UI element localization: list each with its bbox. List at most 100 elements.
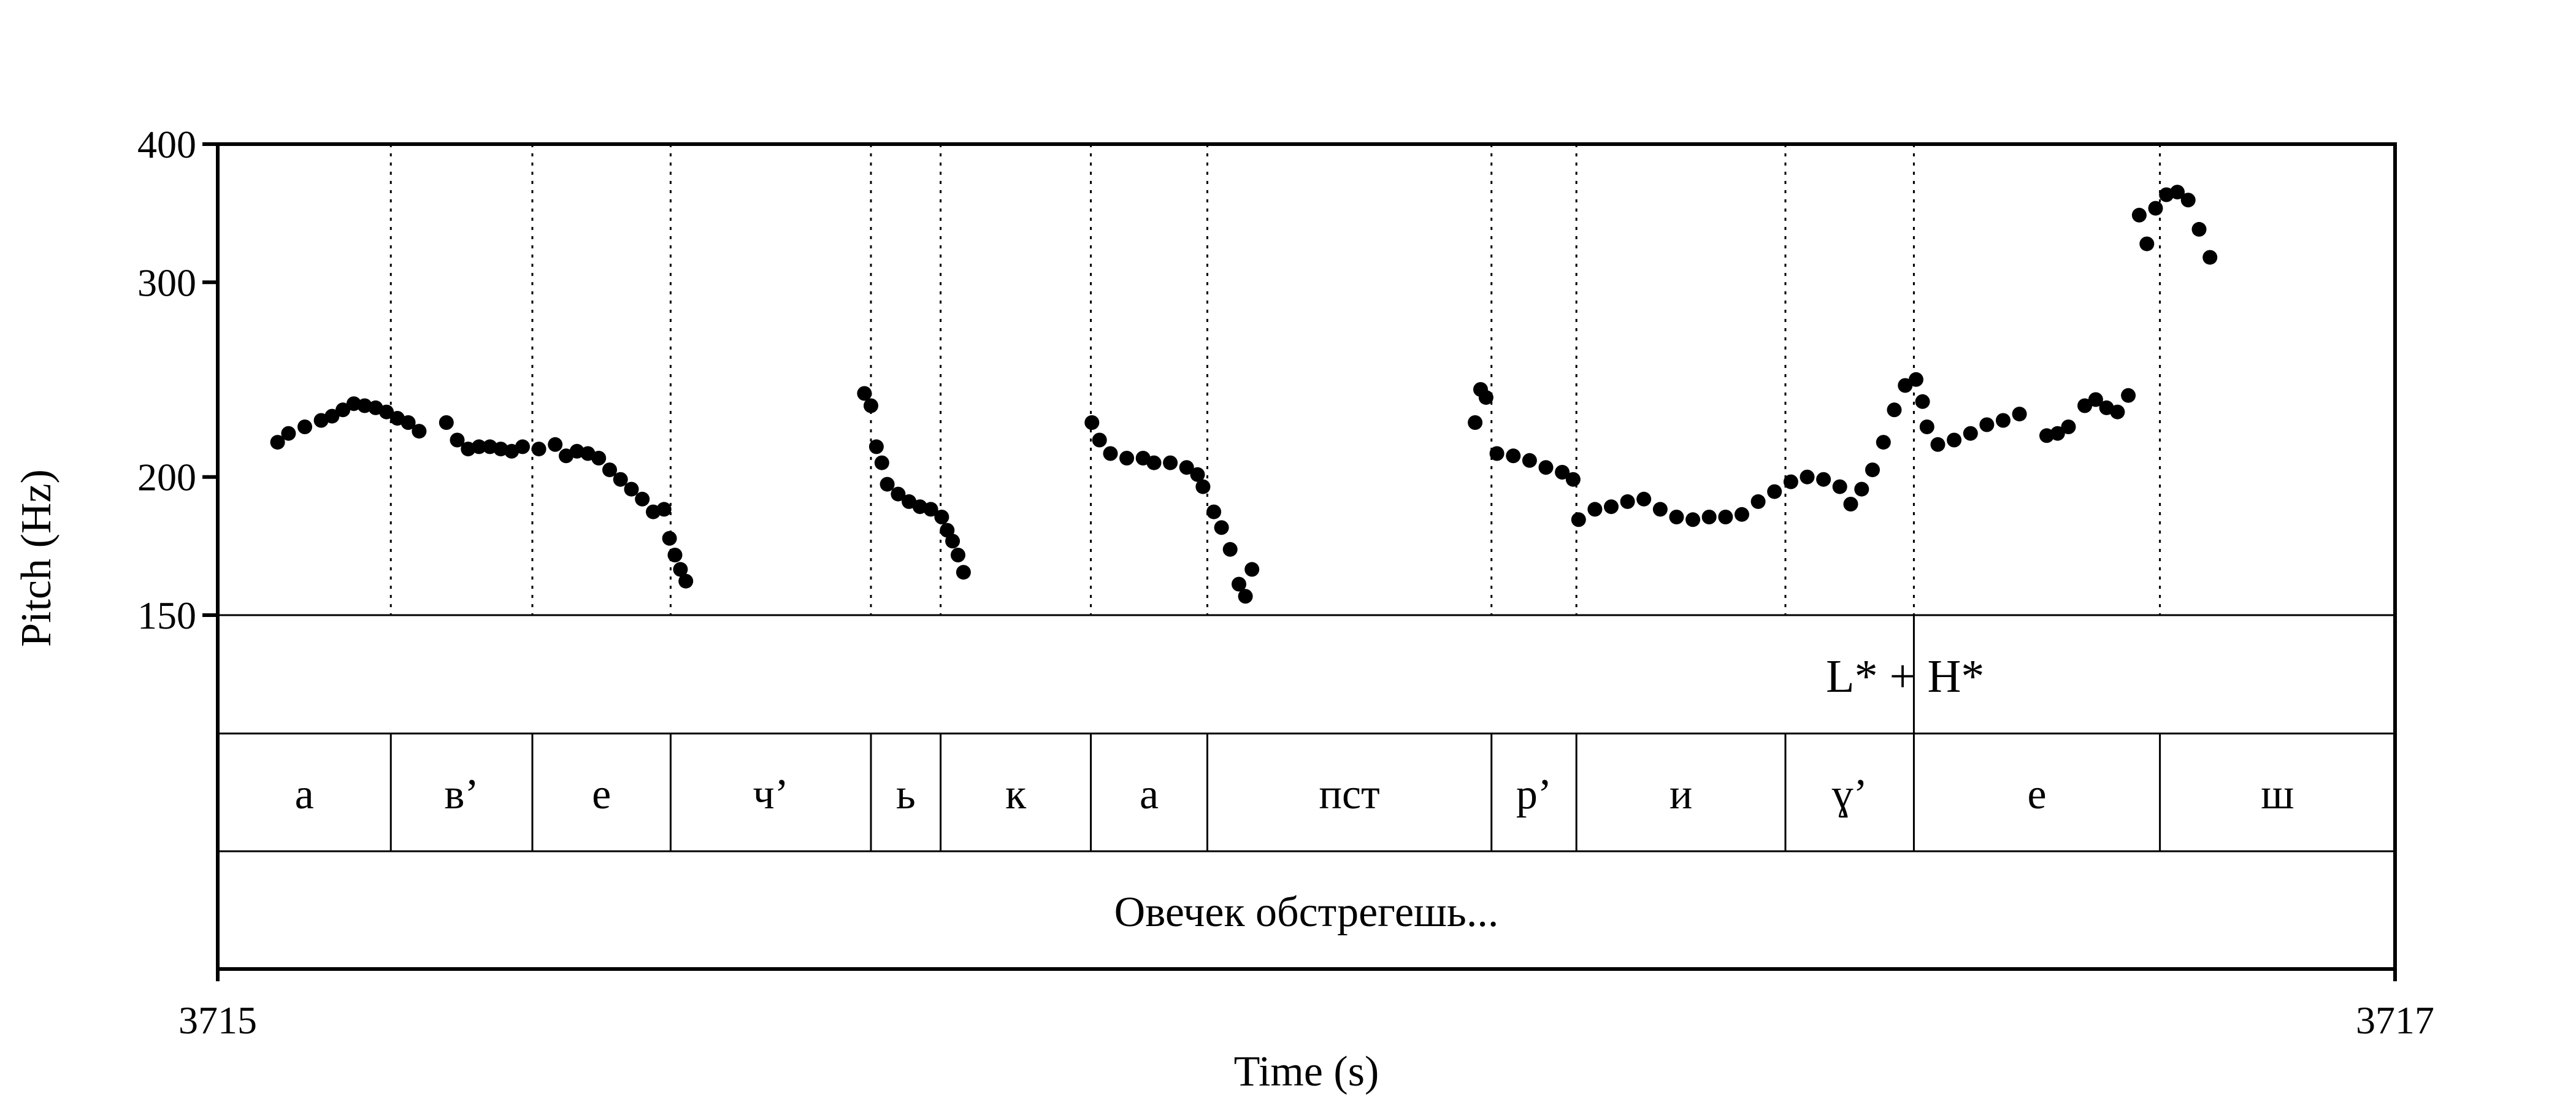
pitch-point [602, 462, 617, 478]
pitch-point [1909, 372, 1923, 387]
y-axis: 400 300 200 150 [137, 123, 218, 637]
pitch-point [1103, 446, 1118, 461]
chart-frame [216, 142, 2397, 971]
pitch-point [1919, 419, 1934, 434]
segment-label: e [2027, 771, 2046, 818]
pitch-point [2180, 193, 2196, 208]
pitch-point [1832, 479, 1847, 494]
pitch-point [1146, 455, 1162, 470]
pitch-point [1947, 432, 1962, 448]
pitch-point [656, 502, 672, 517]
pitch-point [357, 398, 372, 413]
segment-label: пст [1319, 771, 1380, 818]
pitch-point [412, 424, 427, 439]
pitch-point [297, 419, 312, 434]
pitch-point [2121, 388, 2136, 403]
segment-label: р’ [1516, 771, 1552, 818]
pitch-point [1800, 469, 1815, 485]
pitch-point [956, 565, 971, 580]
pitch-point [2202, 250, 2218, 265]
segment-label: a [295, 771, 314, 818]
segment-boundaries [389, 144, 2161, 615]
pitch-point [874, 455, 889, 470]
pitch-point [1522, 453, 1537, 468]
pitch-point [2050, 426, 2065, 441]
pitch-point [324, 408, 340, 424]
pitch-point [2131, 207, 2147, 223]
pitch-point [1565, 472, 1581, 487]
pitch-point [667, 548, 683, 562]
pitch-point [1876, 435, 1891, 450]
pitch-point [1571, 512, 1586, 527]
pitch-point [2170, 185, 2185, 200]
pitch-point [1163, 455, 1178, 470]
pitch-point [531, 442, 546, 457]
pitch-point [1232, 576, 1246, 592]
pitch-point [923, 502, 938, 517]
segment-tier: a в’ e ч’ ь к a пст р’ и ɣ’ e ш [295, 734, 2294, 851]
pitch-point [439, 415, 454, 430]
pitch-point [1468, 415, 1483, 430]
pitch-point [902, 494, 917, 509]
pitch-point [1206, 504, 1222, 519]
tone-label: L* + H* [1826, 651, 1984, 702]
pitch-point [1750, 494, 1766, 509]
pitch-point [281, 426, 296, 441]
x-tick-label-start: 3715 [178, 998, 257, 1042]
segment-label: в’ [444, 771, 478, 818]
tone-tier: L* + H* [1826, 615, 1984, 734]
pitch-point [1930, 437, 1945, 452]
pitch-point [1587, 502, 1603, 517]
pitch-point [1489, 446, 1505, 461]
pitch-point [2061, 419, 2076, 434]
pitch-point [1685, 512, 1701, 527]
pitch-point [635, 491, 650, 507]
pitch-point [868, 439, 884, 454]
pitch-point [2088, 392, 2103, 407]
segment-label: к [1005, 771, 1027, 818]
y-tick-label: 400 [137, 123, 196, 166]
pitch-point [591, 451, 607, 465]
segment-label: a [1140, 771, 1159, 818]
segment-label: e [592, 771, 611, 818]
pitch-point [335, 402, 351, 418]
segment-label: ь [896, 771, 916, 818]
x-axis-label: Time (s) [1234, 1048, 1379, 1095]
pitch-point [1238, 589, 1253, 604]
pitch-point [346, 396, 361, 412]
pitch-point [515, 439, 530, 454]
pitch-point [270, 435, 285, 450]
pitch-point [1190, 467, 1205, 482]
pitch-point [945, 534, 960, 549]
pitch-point [1506, 448, 1521, 464]
pitch-point [450, 432, 465, 448]
segment-label: ɣ’ [1832, 771, 1868, 818]
pitch-point [569, 443, 585, 459]
pitch-point [1179, 460, 1194, 475]
pitch-point [2039, 428, 2054, 443]
pitch-point [864, 398, 878, 413]
pitch-point [1555, 465, 1570, 480]
pitch-point [2191, 221, 2207, 237]
y-axis-label: Pitch (Hz) [13, 469, 60, 647]
pitch-point [1854, 481, 1869, 497]
pitch-point [1898, 378, 1913, 393]
pitch-point [1119, 451, 1135, 465]
utterance-label: Овечек обстрегешь... [1114, 889, 1499, 936]
x-axis: 3715 3717 Time (s) [178, 969, 2434, 1095]
pitch-point [891, 486, 906, 502]
pitch-point [1244, 562, 1260, 577]
pitch-point [1620, 494, 1635, 509]
pitch-point [1979, 417, 1995, 432]
pitch-point [1222, 542, 1238, 557]
pitch-point [678, 573, 694, 589]
pitch-point [880, 477, 895, 492]
pitch-point [1478, 390, 1493, 405]
segment-label: ш [2261, 771, 2294, 818]
pitch-point [1092, 432, 1107, 448]
y-tick-label: 300 [137, 261, 196, 304]
y-tick-label: 200 [137, 456, 196, 499]
pitch-point [1669, 510, 1684, 524]
pitch-point [1783, 474, 1798, 489]
